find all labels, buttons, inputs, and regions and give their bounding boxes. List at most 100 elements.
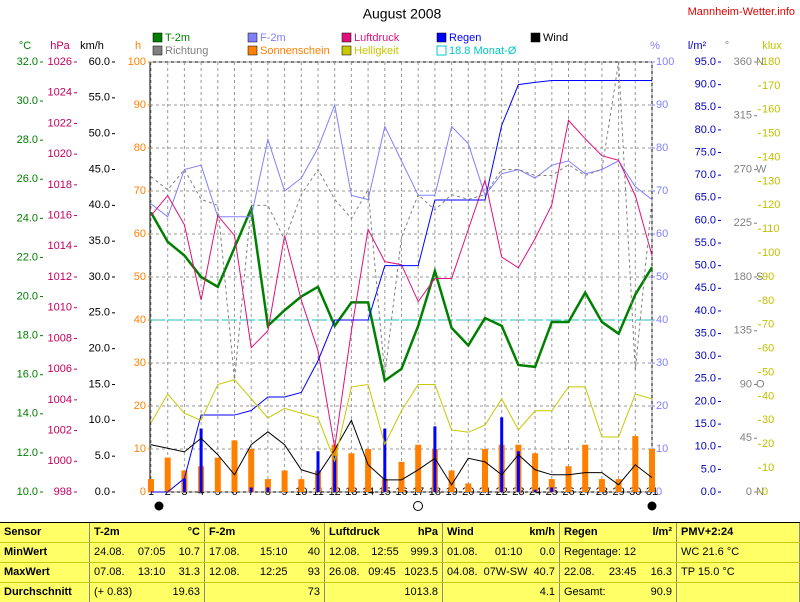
y-tick-label: 1006	[48, 363, 72, 375]
y-tick-label: 1008	[48, 332, 72, 344]
sunshine-bar	[532, 453, 539, 492]
legend-label: Richtung	[165, 45, 208, 57]
y-tick-label: 0.0	[95, 486, 110, 498]
y-tick-label: 0	[140, 486, 146, 498]
y-tick-label: 40	[134, 314, 146, 326]
y-tick-label: 30	[134, 357, 146, 369]
y-tick-label: 70.0	[695, 169, 716, 181]
cell-text: 12.08.	[329, 546, 360, 558]
y-tick-label: 20.0	[17, 290, 38, 302]
table-cell: 17.08. 15:10 40	[205, 543, 325, 562]
y-tick-label: 45.0	[89, 163, 110, 175]
sunshine-bar	[231, 440, 238, 492]
legend-swatch	[341, 32, 352, 43]
y-tick-label: 180	[762, 56, 780, 68]
y-tick-label: 315	[734, 110, 752, 122]
legend-label: F-2m	[260, 32, 286, 44]
legend-label: Wind	[543, 32, 568, 44]
y-tick-label: 80.0	[695, 124, 716, 136]
series-line	[151, 80, 652, 493]
y-tick-label: 5.0	[701, 463, 716, 475]
sunshine-bar	[565, 466, 572, 492]
legend-label: 18.8 Monat-Ø	[449, 45, 517, 57]
sunshine-bar	[264, 479, 271, 492]
y-tick-label: 50.0	[89, 128, 110, 140]
cell-text: 09:45	[368, 566, 396, 578]
table-cell: PMV+2:24	[677, 523, 800, 542]
table-cell: F-2m%	[205, 523, 325, 542]
sunshine-bar	[248, 449, 255, 492]
cell-text: 4.1	[539, 586, 555, 598]
cell-text: hPa	[417, 526, 438, 538]
table-cell: Regentage: 12	[560, 543, 677, 562]
cell-text: 999.3	[410, 546, 438, 558]
cell-text: (+ 0.83)	[94, 586, 133, 598]
cell-text: PMV+2:24	[681, 526, 734, 538]
y-tick-label: 40	[656, 314, 668, 326]
rain-bar	[533, 489, 537, 492]
axis-unit: h	[135, 40, 141, 52]
sunshine-bar	[598, 479, 605, 492]
axis-unit: l/m²	[688, 40, 707, 52]
cell-text: 73	[307, 586, 320, 598]
cell-text: TP 15.0 °C	[681, 566, 735, 578]
table-cell: 01.08. 01:10 0.0	[443, 543, 560, 562]
y-tick-label: 65.0	[695, 192, 716, 204]
cell-text: 26.08.	[329, 566, 360, 578]
series-line	[150, 103, 653, 218]
moon-new	[154, 501, 164, 511]
cell-text: 12.08.	[209, 566, 240, 578]
cell-text: 17.08.	[209, 546, 240, 558]
y-tick-label: 70	[134, 185, 146, 197]
axis-unit: hPa	[50, 40, 70, 52]
cell-text: 19.63	[172, 586, 200, 598]
y-tick-label: 30.0	[89, 271, 110, 283]
sunshine-bar	[582, 444, 589, 492]
cell-text: 1023.5	[404, 566, 438, 578]
y-tick-label: 225	[734, 217, 752, 229]
stats-table: Sensor T-2m °C F-2m% Luftdruck hPa Wind km/h Reg…	[0, 522, 800, 602]
y-tick-label: 20.0	[89, 343, 110, 355]
cell-text: Luftdruck	[329, 526, 380, 538]
y-tick-label: 25.0	[695, 373, 716, 385]
cell-text: Gesamt:	[564, 586, 606, 598]
y-tick-label: 5.0	[95, 450, 110, 462]
cell-text: 01:10	[494, 546, 523, 558]
cell-text: 07.08.	[94, 566, 125, 578]
y-tick-label: 90	[656, 99, 668, 111]
rain-bar	[182, 478, 186, 492]
y-tick-label: 1004	[48, 394, 72, 406]
table-cell: TP 15.0 °C	[677, 563, 800, 582]
y-tick-label: 50	[656, 271, 668, 283]
table-cell: MaxWert	[0, 563, 90, 582]
y-tick-label: 28.0	[17, 134, 38, 146]
y-tick-label: 270	[734, 163, 752, 175]
y-tick-label: 16.0	[17, 369, 38, 381]
y-tick-label: 170	[762, 80, 780, 92]
table-cell: Durchschnitt	[0, 583, 90, 602]
series-line	[149, 203, 654, 383]
y-tick-label: 100	[656, 56, 674, 68]
cell-text: 93	[307, 566, 320, 578]
cell-text: 0.0	[539, 546, 555, 558]
y-tick-label: 50	[762, 366, 774, 378]
y-tick-label: 15.0	[89, 378, 110, 390]
axis-unit: %	[650, 40, 660, 52]
y-tick-label: 135	[734, 325, 752, 337]
table-row: Durchschnitt (+ 0.83) 19.63 73 1013.8 4.1 Gesa…	[0, 583, 800, 602]
table-row: MaxWert 07.08. 13:10 31.3 12.08. 12:25 93 26.08…	[0, 563, 800, 583]
y-tick-label: 26.0	[17, 173, 38, 185]
y-tick-label: 60	[656, 228, 668, 240]
cell-text: 15:10	[259, 546, 288, 558]
y-tick-label: 0	[656, 486, 662, 498]
legend-label: Helligkeit	[354, 45, 399, 57]
y-tick-label: 10	[762, 462, 774, 474]
table-cell: Wind km/h	[443, 523, 560, 542]
table-cell: (+ 0.83) 19.63	[90, 583, 205, 602]
y-tick-label: 90	[134, 99, 146, 111]
legend-swatch	[152, 32, 163, 43]
plot-frame	[149, 61, 653, 493]
axis-unit: °	[725, 40, 729, 52]
cell-text: F-2m	[209, 526, 236, 538]
legend-swatch	[530, 32, 541, 43]
